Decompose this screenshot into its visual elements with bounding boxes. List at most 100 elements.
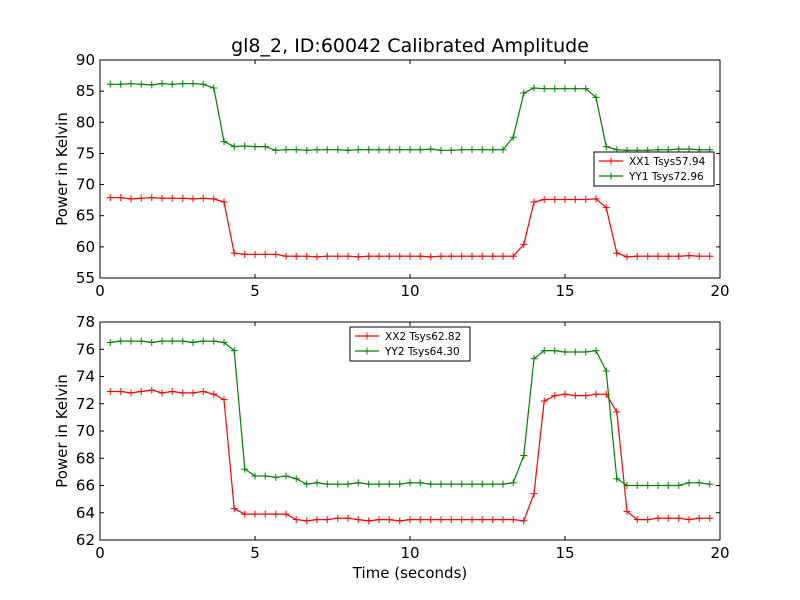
data-point [706, 480, 714, 488]
data-point [468, 480, 476, 488]
data-point [551, 196, 559, 204]
data-point [695, 514, 703, 522]
data-point [675, 514, 683, 522]
data-point [396, 480, 404, 488]
data-point [551, 85, 559, 93]
data-point [509, 479, 517, 487]
x-axis-label: Time (seconds) [352, 564, 468, 582]
data-point [168, 337, 176, 345]
data-point [447, 480, 455, 488]
x-tick-label: 0 [95, 282, 105, 300]
y-tick-label: 65 [76, 207, 95, 225]
data-point [685, 479, 693, 487]
y-axis-label: Power in Kelvin [53, 112, 71, 226]
data-point [644, 516, 652, 524]
data-point [344, 514, 352, 522]
data-point [292, 252, 300, 260]
legend-label: XX1 Tsys57.94 [629, 156, 706, 168]
y-tick-label: 60 [76, 238, 95, 256]
data-point [489, 146, 497, 154]
data-point [210, 337, 218, 345]
data-point [189, 80, 197, 88]
data-point [354, 253, 362, 261]
legend-marker [607, 172, 615, 180]
data-point [458, 480, 466, 488]
y-tick-label: 74 [76, 368, 95, 386]
data-point [427, 253, 435, 261]
data-point [561, 196, 569, 204]
data-point [199, 80, 207, 88]
data-point [127, 389, 135, 397]
data-point [168, 194, 176, 202]
data-point [458, 252, 466, 260]
data-point [261, 143, 269, 151]
data-point [292, 146, 300, 154]
data-point [230, 249, 238, 257]
data-point [323, 146, 331, 154]
data-point [613, 249, 621, 257]
data-point [365, 517, 373, 525]
data-point [272, 510, 280, 518]
data-point [633, 252, 641, 260]
data-point [416, 252, 424, 260]
data-point [148, 81, 156, 89]
data-point [499, 252, 507, 260]
data-point [499, 516, 507, 524]
plot-top: 0 5 10 15 20 55 60 65 70 75 80 85 90 Power in Kelvin X… [53, 51, 730, 300]
data-point [447, 252, 455, 260]
data-point [303, 252, 311, 260]
data-point [551, 392, 559, 400]
data-point [344, 252, 352, 260]
data-point [323, 480, 331, 488]
data-point [334, 252, 342, 260]
data-point [623, 507, 631, 515]
y-tick-label: 80 [76, 113, 95, 131]
data-point [489, 252, 497, 260]
data-point [633, 482, 641, 489]
data-point [148, 386, 156, 394]
data-point [117, 80, 125, 88]
legend-box [593, 151, 715, 187]
data-point [179, 337, 187, 345]
data-point [416, 479, 424, 487]
data-point [241, 142, 249, 150]
data-point [313, 479, 321, 487]
data-point [396, 252, 404, 260]
data-point [427, 480, 435, 488]
data-point [354, 516, 362, 524]
data-point [303, 146, 311, 154]
data-point [406, 516, 414, 524]
data-point [520, 240, 528, 248]
data-point [468, 516, 476, 524]
data-point [272, 250, 280, 258]
data-point [292, 516, 300, 524]
data-point [447, 146, 455, 154]
data-point [241, 510, 249, 518]
y-tick-label: 85 [76, 82, 95, 100]
data-point [664, 252, 672, 260]
data-point [261, 250, 269, 258]
data-point [623, 253, 631, 261]
data-point [179, 194, 187, 202]
data-point [117, 337, 125, 345]
data-point [220, 138, 228, 146]
data-point [447, 516, 455, 524]
data-point [561, 85, 569, 93]
data-point [365, 146, 373, 154]
data-point [199, 194, 207, 202]
data-point [365, 252, 373, 260]
data-point [675, 145, 683, 153]
data-point [530, 490, 538, 498]
data-point [210, 195, 218, 203]
data-point [509, 516, 517, 524]
data-point [695, 252, 703, 260]
data-point [334, 514, 342, 522]
data-point [561, 390, 569, 398]
data-point [303, 480, 311, 488]
legend-label: YY1 Tsys72.96 [628, 171, 704, 183]
data-point [210, 390, 218, 398]
data-point [106, 338, 114, 346]
data-point [313, 516, 321, 524]
data-point [199, 387, 207, 395]
data-point [540, 347, 548, 355]
